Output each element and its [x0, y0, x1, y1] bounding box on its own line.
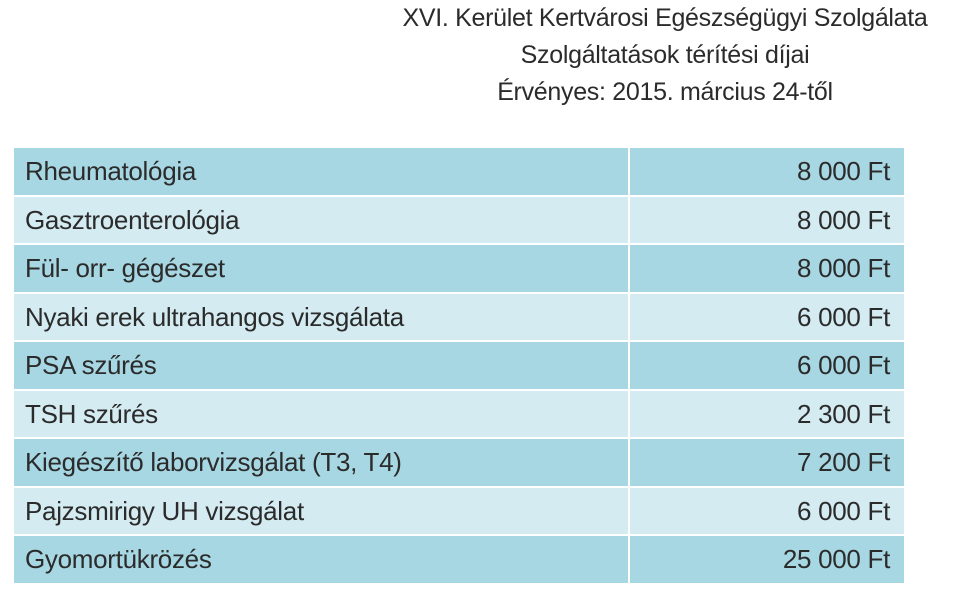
service-name: Nyaki erek ultrahangos vizsgálata [14, 293, 628, 340]
service-name: TSH szűrés [14, 390, 628, 437]
price-table: Rheumatológia 8 000 Ft Gasztroenterológia 8… [14, 148, 904, 585]
price: 6 000 Ft [630, 487, 904, 534]
price: 8 000 Ft [630, 245, 904, 292]
service-name: Kiegészítő laborvizsgálat (T3, T4) [14, 439, 628, 486]
table-row: Rheumatológia 8 000 Ft [14, 148, 904, 197]
table-row: Gasztroenterológia 8 000 Ft [14, 196, 904, 246]
price: 6 000 Ft [630, 342, 904, 389]
header: XVI. Kerület Kertvárosi Egészségügyi Szo… [370, 0, 959, 111]
service-name: Gyomortükrözés [14, 536, 628, 583]
subtitle: Szolgáltatások térítési díjai [520, 41, 810, 69]
price: 6 000 Ft [630, 293, 904, 340]
service-name: Gasztroenterológia [14, 196, 628, 243]
table-row: Pajzsmirigy UH vizsgálat 6 000 Ft [14, 487, 904, 537]
service-name: Rheumatológia [14, 148, 628, 195]
title: XVI. Kerület Kertvárosi Egészségügyi Szo… [402, 4, 928, 32]
service-name: PSA szűrés [14, 342, 628, 389]
table-row: Gyomortükrözés 25 000 Ft [14, 536, 904, 585]
price: 8 000 Ft [630, 148, 904, 195]
table-row: Fül- orr- gégészet 8 000 Ft [14, 245, 904, 294]
price: 25 000 Ft [630, 536, 904, 583]
price: 2 300 Ft [630, 390, 904, 437]
table-row: PSA szűrés 6 000 Ft [14, 342, 904, 391]
service-name: Fül- orr- gégészet [14, 245, 628, 292]
subtitle: Érvényes: 2015. március 24-től [497, 78, 833, 106]
price: 8 000 Ft [630, 196, 904, 243]
table-row: TSH szűrés 2 300 Ft [14, 390, 904, 440]
price: 7 200 Ft [630, 439, 904, 486]
table-row: Kiegészítő laborvizsgálat (T3, T4) 7 200 … [14, 439, 904, 488]
table-row: Nyaki erek ultrahangos vizsgálata 6 000 F… [14, 293, 904, 343]
service-name: Pajzsmirigy UH vizsgálat [14, 487, 628, 534]
